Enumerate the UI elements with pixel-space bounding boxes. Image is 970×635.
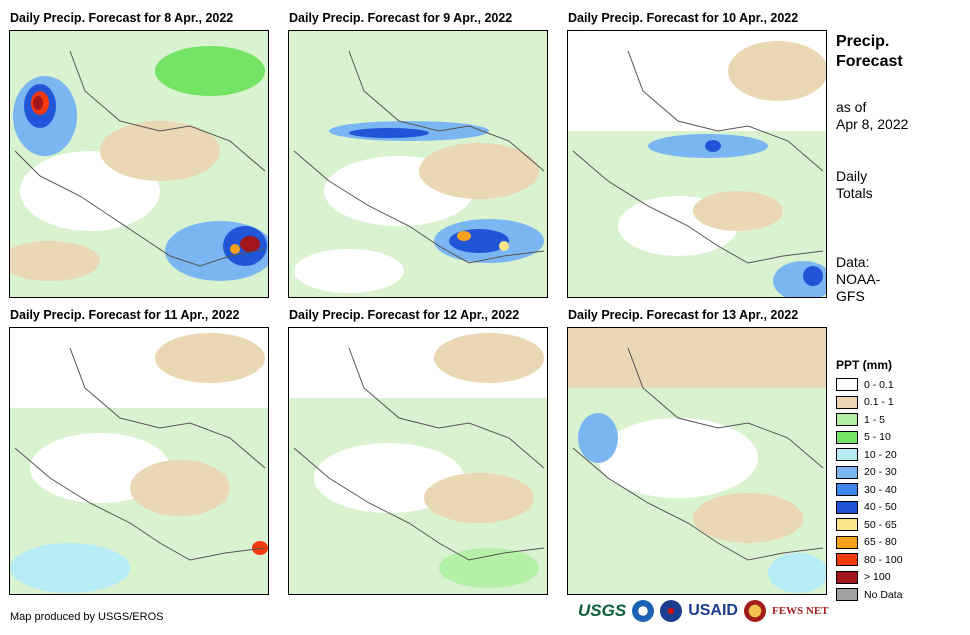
sidebar-asof-line1: as of <box>836 99 867 115</box>
noaa-logo-icon <box>632 600 655 622</box>
legend-label: 65 - 80 <box>864 536 897 549</box>
legend-item: 10 - 20 <box>836 446 903 464</box>
map-panel-5 <box>288 327 548 595</box>
legend-label: 5 - 10 <box>864 431 891 444</box>
legend-label: 40 - 50 <box>864 501 897 514</box>
fews-logo-icon <box>743 600 766 622</box>
legend-swatch <box>836 553 858 567</box>
sidebar-title-line2: Forecast <box>836 53 903 70</box>
fews-net-logo: FEWS NET <box>771 605 829 617</box>
usgs-logo: USGS <box>578 601 627 620</box>
sidebar-data-line2: NOAA- <box>836 271 881 287</box>
panel-title-4: Daily Precip. Forecast for 11 Apr., 2022 <box>10 308 240 322</box>
legend: 0 - 0.1 0.1 - 1 1 - 5 5 - 10 10 - 20 20 - 30 3… <box>836 376 903 604</box>
legend-item: 30 - 40 <box>836 481 903 499</box>
legend-item: No Data <box>836 586 903 604</box>
legend-label: 20 - 30 <box>864 466 897 479</box>
usaid-logo: USAID <box>688 602 738 619</box>
map-panel-1 <box>9 30 269 298</box>
sidebar-totals-line2: Totals <box>836 185 873 201</box>
sidebar-asof-line2: Apr 8, 2022 <box>836 116 909 132</box>
sidebar-asof: as of Apr 8, 2022 <box>836 99 908 133</box>
sidebar-data-line3: GFS <box>836 288 865 304</box>
legend-swatch <box>836 448 858 462</box>
legend-item: 5 - 10 <box>836 429 903 447</box>
panel-title-1: Daily Precip. Forecast for 8 Apr., 2022 <box>10 11 234 25</box>
map-panel-3 <box>567 30 827 298</box>
legend-label: 1 - 5 <box>864 413 886 426</box>
panel-title-5: Daily Precip. Forecast for 12 Apr., 2022 <box>289 308 520 322</box>
legend-title: PPT (mm) <box>836 358 893 372</box>
legend-label: 0 - 0.1 <box>864 378 894 391</box>
legend-swatch <box>836 413 858 427</box>
legend-item: 50 - 65 <box>836 516 903 534</box>
legend-item: 40 - 50 <box>836 499 903 517</box>
panel-title-3: Daily Precip. Forecast for 10 Apr., 2022 <box>568 11 799 25</box>
map-panel-6 <box>567 327 827 595</box>
legend-swatch <box>836 430 858 444</box>
panel-title-6: Daily Precip. Forecast for 13 Apr., 2022 <box>568 308 799 322</box>
legend-swatch <box>836 500 858 514</box>
legend-swatch <box>836 588 858 602</box>
sidebar-data-line1: Data: <box>836 254 870 270</box>
legend-label: 30 - 40 <box>864 483 897 496</box>
sidebar-totals: Daily Totals <box>836 168 873 202</box>
nasa-logo-icon <box>660 600 683 622</box>
legend-label: No Data <box>864 588 903 601</box>
legend-item: 65 - 80 <box>836 534 903 552</box>
legend-swatch <box>836 483 858 497</box>
sidebar-totals-line1: Daily <box>836 168 868 184</box>
legend-item: 0 - 0.1 <box>836 376 903 394</box>
legend-item: 20 - 30 <box>836 464 903 482</box>
legend-label: 0.1 - 1 <box>864 396 894 409</box>
legend-item: 1 - 5 <box>836 411 903 429</box>
sidebar-title-line1: Precip. <box>836 33 890 50</box>
sidebar-data-source: Data: NOAA- GFS <box>836 254 880 305</box>
legend-swatch <box>836 535 858 549</box>
legend-swatch <box>836 378 858 392</box>
legend-swatch <box>836 395 858 409</box>
credit-text: Map produced by USGS/EROS <box>10 611 164 623</box>
legend-item: 0.1 - 1 <box>836 394 903 412</box>
sidebar-title: Precip. Forecast <box>836 32 903 72</box>
map-panel-2 <box>288 30 548 298</box>
panel-title-2: Daily Precip. Forecast for 9 Apr., 2022 <box>289 11 513 25</box>
legend-item: > 100 <box>836 569 903 587</box>
legend-label: 80 - 100 <box>864 553 903 566</box>
legend-label: > 100 <box>864 571 891 584</box>
legend-label: 50 - 65 <box>864 518 897 531</box>
logo-bar: USGS USAID FEWS NET <box>578 600 829 622</box>
legend-label: 10 - 20 <box>864 448 897 461</box>
legend-swatch <box>836 465 858 479</box>
map-panel-4 <box>9 327 269 595</box>
legend-item: 80 - 100 <box>836 551 903 569</box>
legend-swatch <box>836 570 858 584</box>
legend-swatch <box>836 518 858 532</box>
